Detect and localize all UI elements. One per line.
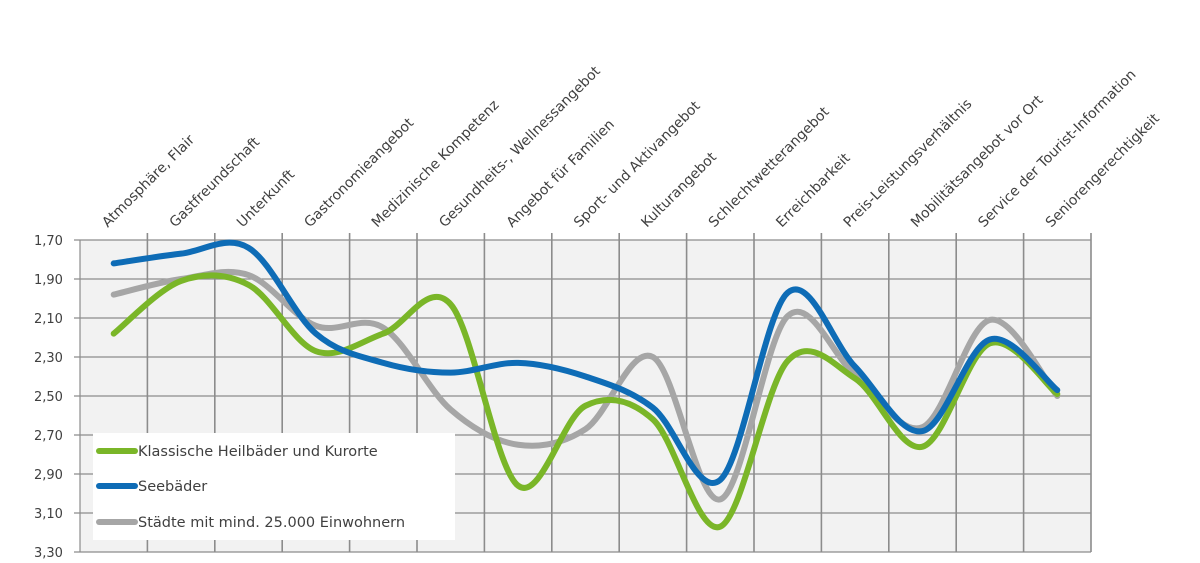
y-tick-label: 1,70	[34, 234, 63, 249]
y-tick-label: 2,70	[34, 429, 63, 444]
legend-label: Städte mit mind. 25.000 Einwohnern	[138, 515, 405, 531]
y-tick-label: 2,90	[34, 468, 63, 483]
x-category-label: Medizinische Kompetenz	[369, 97, 503, 231]
y-tick-label: 3,10	[34, 507, 63, 522]
series-line-seebaeder	[110, 239, 1061, 486]
x-category-label: Unterkunft	[234, 166, 298, 230]
x-category-label: Seniorengerechtigkeit	[1043, 110, 1163, 230]
series-line-heilbaeder	[110, 272, 1061, 531]
series-lines	[110, 239, 1061, 531]
legend-label: Seebäder	[138, 479, 207, 495]
y-tick-label: 2,10	[34, 312, 63, 327]
legend-item: Klassische Heilbäder und Kurorte	[96, 444, 378, 460]
legend-box	[93, 433, 455, 540]
x-category-label: Sport- und Aktivangebot	[571, 98, 704, 231]
y-axis: 1,70 1,90 2,10 2,30 2,50 2,70 2,90 3,10 3,30	[34, 234, 81, 561]
y-tick-label: 3,30	[34, 546, 63, 561]
legend-item: Seebäder	[96, 479, 207, 495]
legend: Klassische Heilbäder und Kurorte Seebäde…	[93, 433, 455, 540]
y-tick-label: 1,90	[34, 273, 63, 288]
x-category-label: Schlechtwetterangebot	[706, 104, 833, 231]
y-tick-label: 2,50	[34, 390, 63, 405]
x-category-label: Gastronomieangebot	[301, 115, 417, 231]
x-category-label: Preis-Leistungsverhältnis	[841, 96, 976, 231]
x-category-label: Mobilitätsangebot vor Ort	[908, 92, 1047, 231]
y-tick-label: 2,30	[34, 351, 63, 366]
legend-label: Klassische Heilbäder und Kurorte	[138, 444, 378, 460]
x-axis-labels: Atmosphäre, FlairGastfreundschaftUnterku…	[99, 63, 1163, 231]
legend-item: Städte mit mind. 25.000 Einwohnern	[96, 515, 405, 531]
